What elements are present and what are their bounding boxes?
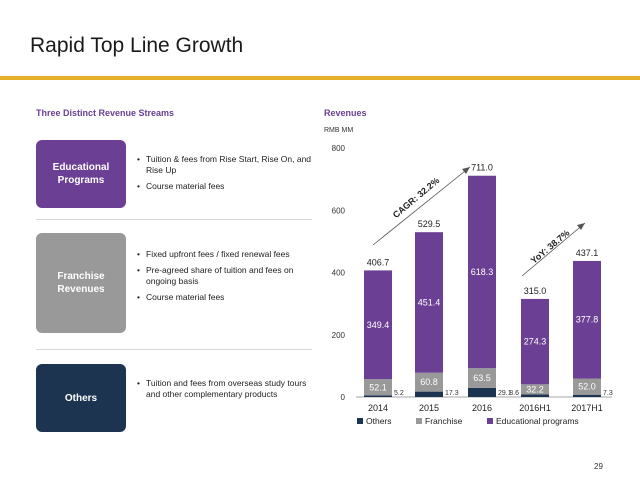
stream-label-others: Others [64,392,98,404]
stream-bullets-educational: Tuition & fees from Rise Start, Rise On,… [136,154,314,197]
data-label-total: 406.7 [367,257,390,267]
bar-segment-educational-programs [468,175,496,369]
bar-segment-franchise [364,379,392,396]
data-label-others: 8.6 [509,390,519,397]
x-tick-label: 2015 [419,403,439,413]
legend-swatch [487,418,493,424]
stream-box-others: Others [36,364,126,432]
legend-label: Others [366,416,392,426]
divider [36,349,312,350]
data-label-franchise: 52.1 [369,382,387,392]
legend-swatch [416,418,422,424]
stream-box-franchise: Franchise Revenues [36,233,126,333]
title-rule [0,76,640,80]
data-label-franchise: 60.8 [420,377,438,387]
bullet-item: Pre-agreed share of tuition and fees on … [137,265,314,287]
data-label-educational: 349.4 [367,320,390,330]
slide-title: Rapid Top Line Growth [30,34,244,57]
yoy-arrow-line [521,222,586,277]
data-label-educational: 451.4 [418,297,441,307]
streams-heading: Three Distinct Revenue Streams [36,108,175,118]
x-tick-label: 2014 [368,403,388,413]
divider [36,219,312,220]
x-tick-label: 2017H1 [571,403,603,413]
bullet-item: Fixed upfront fees / fixed renewal fees [137,249,314,260]
legend-swatch [357,418,363,424]
bar-segment-educational-programs [415,232,443,373]
chart-title: Revenues [324,108,367,118]
bar-segment-franchise [573,378,601,395]
bar-segment-franchise [415,372,443,392]
bar-segment-educational-programs [573,260,601,379]
data-label-others: 17.3 [445,390,459,397]
bar-segment-others [364,395,392,397]
data-label-others: 5.2 [394,390,404,397]
data-label-educational: 274.3 [524,337,547,347]
yoy-arrow-head [577,223,585,230]
yoy-annotation: YoY: 38.7% [529,228,572,266]
bar-segment-others [573,394,601,397]
data-label-total: 711.0 [471,163,493,173]
bar-segment-educational-programs [364,270,392,380]
stream-bullets-franchise: Fixed upfront fees / fixed renewal fees … [136,249,314,308]
data-label-others: 7.3 [603,390,613,397]
page-number: 29 [594,462,603,471]
bullet-item: Tuition & fees from Rise Start, Rise On,… [137,154,314,176]
cagr-arrow-head [462,167,470,174]
bar-segment-educational-programs [521,298,549,385]
data-label-total: 437.1 [576,248,599,258]
data-label-educational: 618.3 [471,267,494,277]
legend-label: Franchise [425,416,463,426]
bullet-item: Course material fees [137,292,314,303]
data-label-total: 315.0 [524,286,547,296]
bullet-item: Course material fees [137,181,314,192]
y-tick-label: 200 [332,331,346,340]
y-tick-label: 0 [341,393,346,402]
x-tick-label: 2016H1 [519,403,551,413]
bullet-item: Tuition and fees from overseas study tou… [137,378,314,400]
stream-bullets-others: Tuition and fees from overseas study tou… [136,378,314,405]
data-label-franchise: 32.2 [526,384,544,394]
cagr-arrow-line [372,166,471,246]
stream-label-educational: Educational Programs [52,162,110,186]
bar-segment-others [468,387,496,397]
cagr-annotation: CAGR: 32.2% [391,175,441,220]
y-tick-label: 600 [332,206,346,215]
y-tick-label: 800 [332,144,346,153]
legend-label: Educational programs [496,416,579,426]
bar-segment-franchise [468,368,496,388]
data-label-total: 529.5 [418,219,441,229]
x-tick-label: 2016 [472,403,492,413]
data-label-franchise: 52.0 [578,382,596,392]
data-label-educational: 377.8 [576,315,599,325]
bar-segment-franchise [521,384,549,395]
stream-label-franchise: Franchise Revenues [57,271,105,295]
bar-segment-others [521,394,549,397]
stream-box-educational: Educational Programs [36,140,126,208]
bar-segment-others [415,391,443,397]
data-label-others: 29.1 [498,390,512,397]
chart-units: RMB MM [324,127,354,134]
y-tick-label: 400 [332,269,346,278]
data-label-franchise: 63.5 [473,373,491,383]
